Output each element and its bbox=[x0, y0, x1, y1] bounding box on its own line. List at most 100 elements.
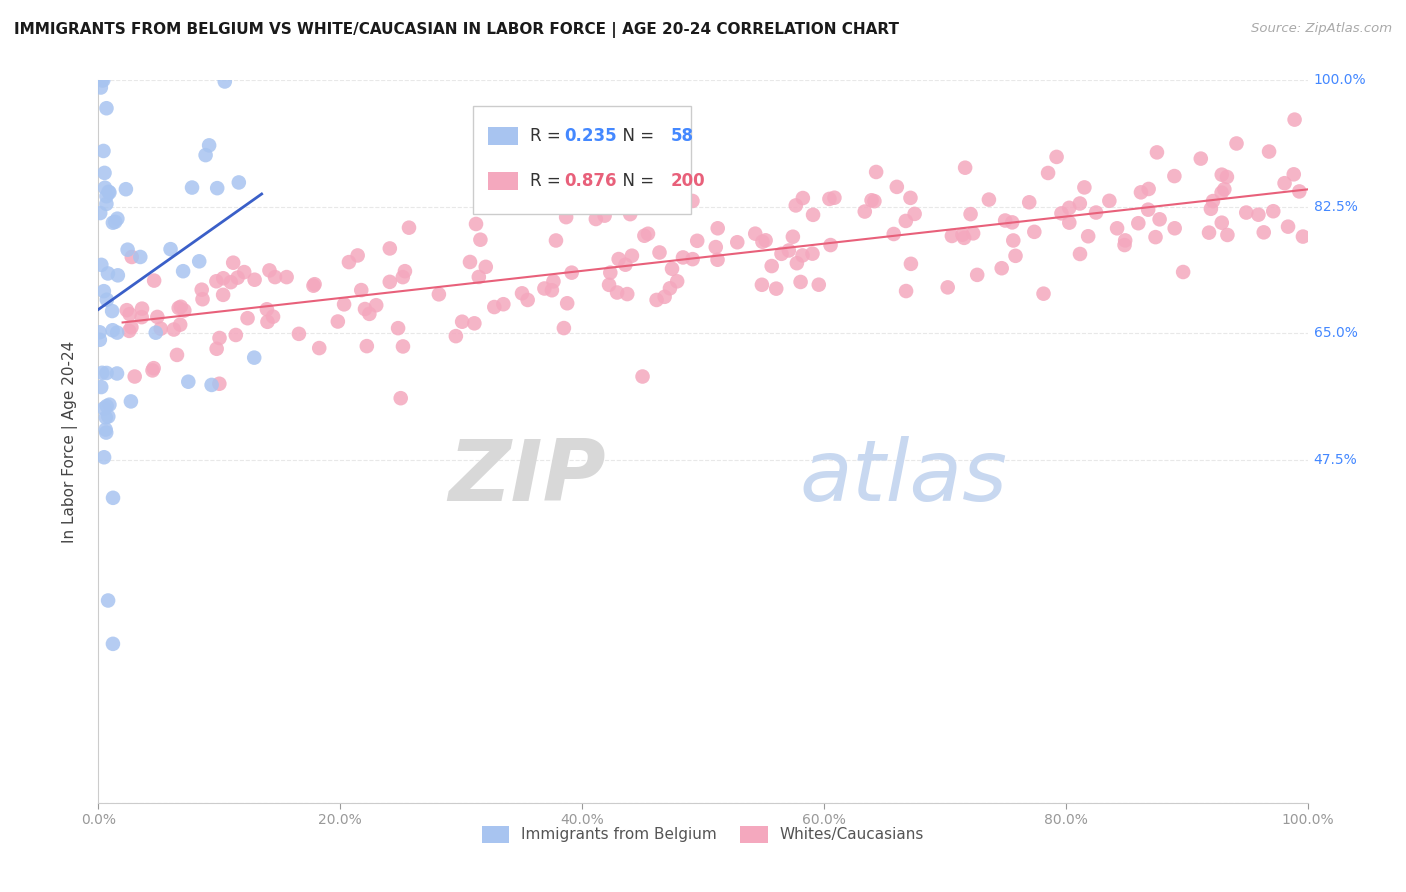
Point bbox=[93, 401, 115, 416]
Point bbox=[288, 326, 311, 341]
Point bbox=[91, 73, 114, 87]
Point bbox=[1247, 208, 1270, 222]
Point bbox=[207, 66, 229, 80]
Point bbox=[801, 208, 824, 222]
Point bbox=[225, 328, 247, 343]
Point bbox=[619, 207, 641, 221]
Point bbox=[953, 161, 976, 175]
Text: N =: N = bbox=[613, 127, 659, 145]
Text: 65.0%: 65.0% bbox=[1313, 326, 1358, 340]
Point bbox=[188, 254, 211, 268]
Point bbox=[818, 192, 841, 206]
Point bbox=[1085, 205, 1108, 219]
Point bbox=[226, 270, 249, 285]
Point bbox=[93, 144, 115, 158]
Point bbox=[356, 339, 378, 353]
Point bbox=[661, 261, 683, 276]
Point bbox=[96, 366, 118, 380]
Point bbox=[142, 361, 165, 376]
Point bbox=[159, 242, 181, 256]
Point bbox=[1001, 215, 1024, 229]
Point bbox=[96, 197, 118, 211]
Point bbox=[1149, 212, 1171, 227]
Point bbox=[863, 194, 886, 209]
Point bbox=[553, 321, 575, 335]
Point bbox=[1004, 249, 1026, 263]
Point bbox=[1128, 216, 1150, 230]
Point bbox=[883, 227, 905, 241]
Point bbox=[994, 213, 1017, 227]
Point bbox=[1274, 176, 1296, 190]
Point bbox=[633, 228, 655, 243]
Point bbox=[516, 293, 538, 307]
Point bbox=[337, 255, 360, 269]
Point bbox=[990, 261, 1012, 276]
Point bbox=[765, 282, 787, 296]
Point bbox=[1253, 225, 1275, 239]
Text: IMMIGRANTS FROM BELGIUM VS WHITE/CAUCASIAN IN LABOR FORCE | AGE 20-24 CORRELATIO: IMMIGRANTS FROM BELGIUM VS WHITE/CAUCASI… bbox=[14, 22, 898, 38]
Point bbox=[614, 258, 637, 272]
Point bbox=[510, 286, 533, 301]
Point bbox=[115, 303, 138, 318]
Point bbox=[1036, 166, 1059, 180]
Point bbox=[121, 250, 143, 264]
Point bbox=[350, 283, 373, 297]
Point bbox=[751, 235, 773, 249]
Point bbox=[555, 296, 578, 310]
Point bbox=[201, 378, 224, 392]
Point bbox=[1137, 202, 1160, 217]
Point bbox=[1059, 216, 1081, 230]
Y-axis label: In Labor Force | Age 20-24: In Labor Force | Age 20-24 bbox=[62, 341, 77, 542]
Point bbox=[172, 264, 194, 278]
Point bbox=[359, 307, 381, 321]
Point bbox=[1189, 152, 1212, 166]
Point bbox=[105, 367, 128, 381]
Point bbox=[900, 257, 922, 271]
Point bbox=[97, 593, 120, 607]
Point bbox=[470, 233, 492, 247]
Point bbox=[333, 297, 356, 311]
Point bbox=[262, 310, 284, 324]
Point bbox=[93, 166, 115, 180]
FancyBboxPatch shape bbox=[474, 105, 690, 214]
Point bbox=[169, 318, 191, 332]
Point bbox=[96, 425, 118, 440]
Point bbox=[1225, 136, 1247, 151]
Point bbox=[860, 194, 883, 208]
Point bbox=[205, 342, 228, 356]
Point bbox=[1032, 286, 1054, 301]
Point bbox=[93, 284, 115, 298]
Point bbox=[807, 277, 830, 292]
Point bbox=[94, 410, 117, 425]
Point bbox=[770, 247, 793, 261]
Text: N =: N = bbox=[613, 172, 659, 190]
Point bbox=[228, 176, 250, 190]
Point bbox=[755, 233, 778, 247]
Point bbox=[1213, 182, 1236, 196]
Point bbox=[1198, 226, 1220, 240]
Point bbox=[904, 207, 927, 221]
Text: 47.5%: 47.5% bbox=[1313, 452, 1357, 467]
Point bbox=[1211, 186, 1233, 200]
Point bbox=[222, 256, 245, 270]
Point bbox=[1211, 168, 1233, 182]
Point bbox=[177, 375, 200, 389]
Point bbox=[607, 252, 630, 266]
Point bbox=[233, 265, 256, 279]
Point bbox=[118, 307, 141, 321]
Point bbox=[97, 185, 120, 199]
Point bbox=[259, 263, 281, 277]
Point bbox=[468, 269, 491, 284]
Point bbox=[1024, 225, 1046, 239]
Point bbox=[1018, 195, 1040, 210]
Text: 82.5%: 82.5% bbox=[1313, 200, 1358, 214]
Point bbox=[682, 252, 704, 267]
Point bbox=[96, 189, 118, 203]
Point bbox=[101, 637, 124, 651]
Point bbox=[89, 206, 111, 220]
Point bbox=[853, 204, 876, 219]
Point bbox=[354, 301, 377, 316]
Point bbox=[131, 310, 153, 325]
Point bbox=[458, 255, 481, 269]
Point bbox=[620, 249, 643, 263]
